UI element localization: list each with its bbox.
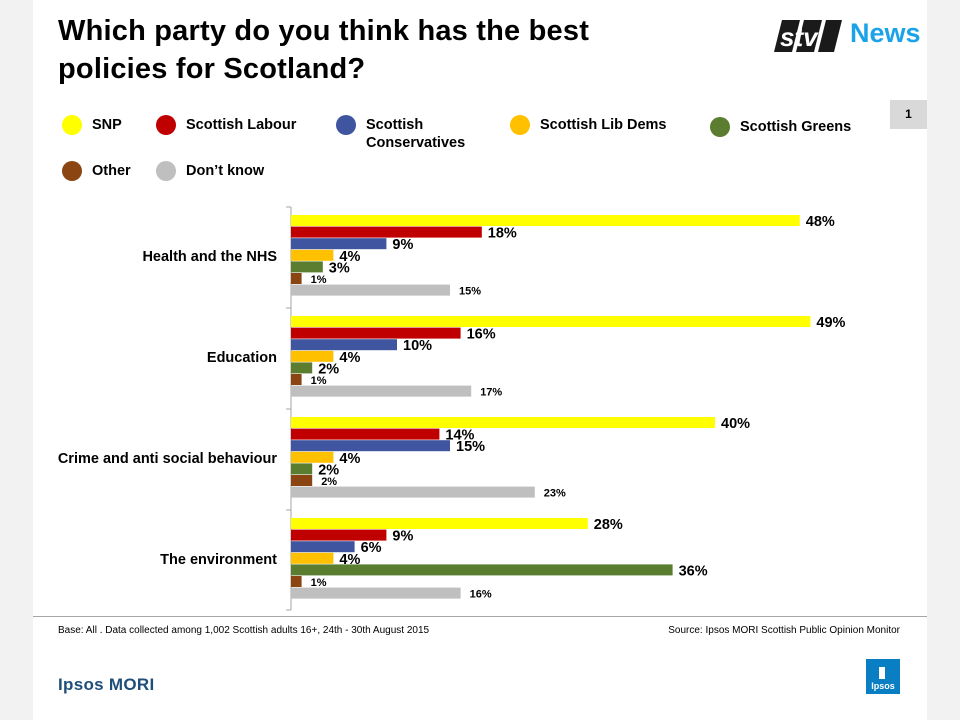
bar <box>291 451 334 463</box>
bar <box>291 576 302 587</box>
bar <box>291 417 715 428</box>
bar <box>291 518 588 529</box>
stv-wordmark: stv <box>780 22 819 52</box>
stv-news-logo: stv News <box>774 18 921 52</box>
legend-item-snp: SNP <box>62 115 122 135</box>
legend-item-scottish-labour: Scottish Labour <box>156 115 297 135</box>
data-label: 1% <box>311 375 327 387</box>
bar <box>291 541 355 553</box>
legend-swatch-dont-know <box>156 161 176 181</box>
bar <box>291 238 387 250</box>
bar <box>291 587 461 599</box>
data-label: 28% <box>594 517 623 533</box>
bar <box>291 249 334 261</box>
legend-item-scottish-greens: Scottish Greens <box>710 117 852 137</box>
data-label: 17% <box>480 387 502 399</box>
legend-label: Scottish Lib Dems <box>540 117 667 133</box>
bar <box>291 385 472 397</box>
data-label: 1% <box>311 577 327 589</box>
bar <box>291 273 302 284</box>
stv-logo-shape-3 <box>818 20 842 52</box>
legend-swatch-scottish-labour <box>156 115 176 135</box>
legend-item-scottish-conservatives: Scottish Conservatives <box>336 115 486 152</box>
ipsos-logo-text: Ipsos <box>871 681 895 691</box>
data-label: 49% <box>816 315 845 331</box>
right-margin-panel <box>927 0 960 720</box>
ipsos-logo: Ipsos <box>866 659 900 694</box>
data-label: 23% <box>544 488 566 500</box>
legend-label: Scottish Conservatives <box>366 117 466 151</box>
data-label: 3% <box>329 260 350 276</box>
data-label: 14% <box>445 428 474 444</box>
data-label: 2% <box>318 361 339 377</box>
data-label: 2% <box>321 476 337 488</box>
legend-item-other: Other <box>62 161 131 181</box>
ipsos-logo-mark <box>879 667 885 679</box>
chart-title: Which party do you think has the best po… <box>58 15 590 85</box>
bar <box>291 564 673 576</box>
data-label: 1% <box>311 274 327 286</box>
data-label: 16% <box>470 589 492 601</box>
bar <box>291 362 313 374</box>
data-label: 15% <box>456 439 485 455</box>
data-label: 36% <box>679 563 708 579</box>
bar <box>291 327 461 339</box>
legend-swatch-scottish-greens <box>710 117 730 137</box>
data-label: 9% <box>392 237 413 253</box>
category-label: Health and the NHS <box>142 249 277 265</box>
bar <box>291 463 313 475</box>
left-margin-panel <box>0 0 33 720</box>
legend-label: Other <box>92 163 131 179</box>
bar <box>291 226 482 238</box>
data-label: 6% <box>361 540 382 556</box>
category-label: Education <box>207 350 277 366</box>
data-label: 40% <box>721 416 750 432</box>
data-label: 9% <box>392 529 413 545</box>
data-label: 16% <box>467 327 496 343</box>
data-label: 15% <box>459 286 481 298</box>
stv-logo-shape-2 <box>796 20 822 52</box>
stv-logo-shape-1 <box>774 20 800 52</box>
data-label: 4% <box>339 350 360 366</box>
footer-divider <box>33 616 927 617</box>
data-label: 4% <box>339 552 360 568</box>
data-label: 2% <box>318 462 339 478</box>
legend-item-scottish-lib-dems: Scottish Lib Dems <box>510 115 667 135</box>
legend-swatch-scottish-conservatives <box>336 115 356 135</box>
page-number: 1 <box>890 100 927 129</box>
legend-swatch-scottish-lib-dems <box>510 115 530 135</box>
legend-label: Don’t know <box>186 163 265 179</box>
legend-swatch-snp <box>62 115 82 135</box>
legend-label: Scottish Labour <box>186 117 297 133</box>
bar <box>291 475 313 486</box>
data-label: 4% <box>339 249 360 265</box>
bar <box>291 316 811 327</box>
legend-item-dont-know: Don’t know <box>156 161 265 181</box>
base-footnote: Base: All . Data collected among 1,002 S… <box>58 625 430 636</box>
bar <box>291 529 387 541</box>
ipsos-mori-wordmark: Ipsos MORI <box>58 675 155 694</box>
data-label: 4% <box>339 451 360 467</box>
bar <box>291 261 323 273</box>
legend-label: Scottish Greens <box>740 119 852 135</box>
bar <box>291 350 334 362</box>
category-label: The environment <box>160 552 277 568</box>
bar <box>291 374 302 385</box>
bar <box>291 339 397 351</box>
source-footnote: Source: Ipsos MORI Scottish Public Opini… <box>668 625 900 636</box>
data-label: 18% <box>488 226 517 242</box>
bar <box>291 440 450 452</box>
news-wordmark: News <box>850 18 921 48</box>
bar <box>291 428 440 440</box>
bar <box>291 215 800 226</box>
data-label: 10% <box>403 338 432 354</box>
bar <box>291 284 450 296</box>
bar <box>291 486 535 498</box>
legend-label: SNP <box>92 117 122 133</box>
bar <box>291 552 334 564</box>
legend-swatch-other <box>62 161 82 181</box>
data-label: 48% <box>806 214 835 230</box>
category-label: Crime and anti social behaviour <box>58 451 278 467</box>
